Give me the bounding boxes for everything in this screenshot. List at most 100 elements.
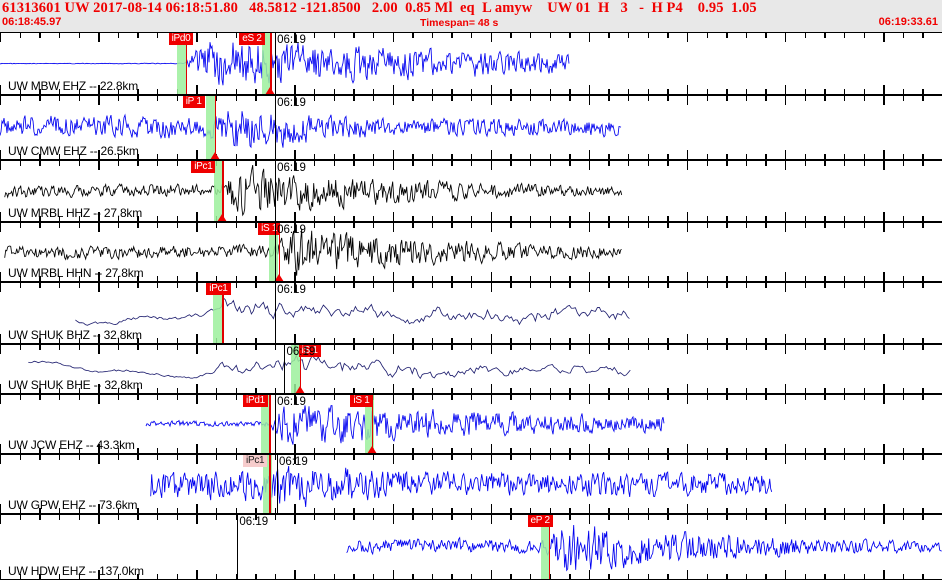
axis-tick-major: [294, 570, 296, 579]
trace-panel[interactable]: iPd0 eS 2 06:19 UW MBW EHZ -- 22.8km: [0, 32, 942, 95]
axis-tick-minor: [372, 283, 375, 288]
pick-label[interactable]: iS 1: [350, 395, 373, 407]
axis-tick-minor: [804, 574, 807, 579]
axis-tick-minor: [745, 223, 748, 228]
axis-tick-minor: [804, 345, 807, 350]
pick-time-line[interactable]: [549, 515, 551, 579]
pick-label[interactable]: iPc1: [191, 161, 216, 173]
axis-tick-minor: [863, 338, 865, 343]
trace-panel[interactable]: iS 1 06:19 UW MRBL HHN -- 27.8km: [0, 222, 942, 282]
axis-tick-minor: [176, 508, 179, 513]
axis-tick-major: [588, 150, 591, 159]
axis-tick-minor: [726, 276, 728, 281]
minute-time-label: 06:19: [277, 284, 306, 296]
axis-tick-minor: [706, 161, 708, 166]
pick-label[interactable]: iPd0: [168, 33, 194, 45]
axis-tick-minor: [78, 283, 80, 288]
pick-label[interactable]: iS 1: [298, 345, 321, 357]
pick-label[interactable]: eS 2: [239, 33, 265, 45]
pick-marker-triangle[interactable]: [367, 446, 378, 453]
axis-tick-major: [588, 345, 591, 354]
trace-panel[interactable]: iPc1 06:19 UW MRBL HHZ -- 27.8km: [0, 160, 942, 222]
axis-tick-minor: [628, 395, 630, 400]
axis-tick-minor: [176, 574, 179, 579]
axis-tick-minor: [706, 345, 708, 350]
axis-tick-major: [98, 150, 100, 159]
axis-tick-minor: [333, 161, 336, 166]
axis-tick-major: [98, 85, 100, 94]
axis-tick-minor: [353, 345, 355, 350]
axis-tick-minor: [922, 448, 924, 453]
axis-tick-major: [883, 150, 885, 159]
axis-tick-minor: [902, 33, 905, 38]
axis-tick-major: [588, 161, 591, 170]
pick-marker-triangle[interactable]: [217, 214, 228, 221]
pick-marker-triangle[interactable]: [273, 274, 284, 281]
axis-tick-minor: [215, 276, 218, 281]
pick-time-line[interactable]: [372, 395, 374, 453]
axis-tick-minor: [726, 455, 728, 460]
axis-tick-minor: [510, 276, 512, 281]
axis-tick-minor: [157, 161, 159, 166]
axis-tick-major: [686, 223, 689, 232]
axis-tick-minor: [510, 574, 512, 579]
axis-tick-minor: [824, 223, 826, 228]
axis-tick-minor: [372, 508, 375, 513]
axis-tick-minor: [19, 395, 22, 400]
axis-tick-minor: [647, 33, 650, 38]
pick-label[interactable]: iP 1: [182, 96, 205, 108]
pick-time-line[interactable]: [270, 33, 272, 94]
trace-panel[interactable]: iPd1 iS 1 06:19 UW JCW EHZ -- 43.3km: [0, 394, 942, 454]
trace-panel[interactable]: iPc1 06:19 UW SHUK BHZ -- 32.8km: [0, 282, 942, 344]
axis-tick-minor: [569, 345, 571, 350]
pick-time-line[interactable]: [222, 161, 224, 221]
pick-time-line[interactable]: [278, 223, 281, 281]
axis-tick-minor: [372, 388, 375, 393]
axis-tick-minor: [510, 33, 512, 38]
axis-tick-major: [196, 515, 198, 524]
pick-time-line[interactable]: [185, 33, 187, 94]
axis-tick-minor: [510, 96, 512, 101]
axis-tick-minor: [804, 508, 807, 513]
event-header: 61313601 UW 2017-08-14 06:18:51.80 48.58…: [0, 0, 942, 32]
trace-panel[interactable]: iP 1 06:19 UW CMW EHZ -- 26.5km: [0, 95, 942, 160]
trace-panel-list[interactable]: iPd0 eS 2 06:19 UW MBW EHZ -- 22.8km iP 1 06:…: [0, 32, 942, 580]
time-axis-ticks: [0, 395, 942, 404]
pick-label[interactable]: eP 2: [527, 515, 553, 527]
pick-time-line[interactable]: [269, 455, 271, 513]
axis-tick-minor: [137, 283, 139, 288]
axis-tick-major: [98, 283, 100, 292]
axis-tick-minor: [431, 395, 434, 400]
pick-label[interactable]: iPc1: [206, 283, 231, 295]
pick-marker-triangle[interactable]: [209, 152, 220, 159]
axis-tick-major: [785, 161, 787, 170]
trace-panel[interactable]: eP 2 06:19 UW HDW EHZ -- 137.0km: [0, 514, 942, 580]
axis-tick-minor: [706, 96, 708, 101]
axis-tick-major: [490, 395, 493, 404]
pick-time-line[interactable]: [214, 96, 217, 159]
axis-tick-minor: [863, 216, 865, 221]
axis-tick-major: [490, 85, 493, 94]
pick-time-line[interactable]: [269, 395, 271, 453]
axis-tick-minor: [157, 89, 159, 94]
pick-marker-triangle[interactable]: [294, 386, 305, 393]
pick-time-line[interactable]: [222, 283, 224, 343]
axis-tick-minor: [78, 455, 80, 460]
axis-tick-minor: [804, 33, 807, 38]
pick-label[interactable]: iS 1: [258, 223, 281, 235]
trace-panel[interactable]: iS 1 06:19 UW SHUK BHE -- 32.8km: [0, 344, 942, 394]
pick-marker-triangle[interactable]: [265, 87, 276, 94]
axis-tick-minor: [372, 338, 375, 343]
pick-label[interactable]: iPc1: [243, 455, 268, 467]
pick-label[interactable]: iPd1: [243, 395, 268, 407]
axis-tick-minor: [137, 276, 139, 281]
pick-time-line[interactable]: [299, 345, 301, 393]
axis-tick-minor: [863, 33, 865, 38]
axis-tick-minor: [667, 283, 669, 288]
axis-tick-minor: [843, 283, 846, 288]
axis-tick-major: [588, 570, 591, 579]
trace-panel[interactable]: iPc1 06:19 UW GPW EHZ -- 73.6km: [0, 454, 942, 514]
axis-tick-minor: [922, 455, 924, 460]
axis-tick-minor: [549, 276, 551, 281]
